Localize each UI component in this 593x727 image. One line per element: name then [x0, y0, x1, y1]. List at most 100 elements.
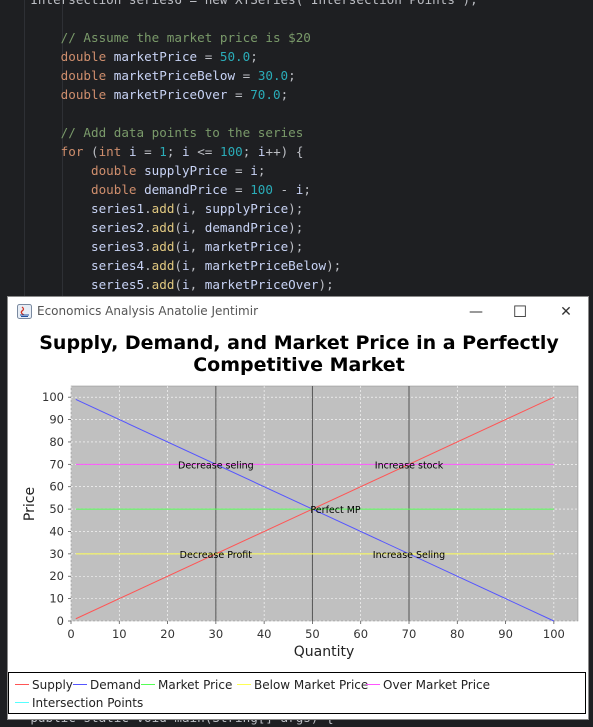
code-token: 30.0 — [257, 68, 289, 83]
code-token: series2 — [0, 220, 145, 235]
code-token: demandPrice — [204, 220, 289, 235]
code-token: i — [250, 163, 258, 178]
code-token: . — [144, 258, 152, 273]
y-axis-ticks: 0 10 20 30 40 50 60 70 80 90 100 — [42, 390, 71, 628]
legend-item: Market Price — [141, 677, 232, 693]
code-token: = — [227, 87, 251, 102]
code-token: i — [182, 258, 190, 273]
code-token: ; — [303, 182, 311, 197]
legend-label: Over Market Price — [383, 678, 491, 692]
code-token: ( — [174, 239, 182, 254]
window-titlebar[interactable]: Economics Analysis Anatolie Jentimir — ☐… — [8, 297, 588, 327]
x-tick-label: 60 — [353, 627, 368, 641]
legend-label: Market Price — [158, 678, 233, 692]
code-token: i — [128, 144, 137, 159]
code-token: // Assume the market price is $20 — [0, 30, 311, 45]
code-token: series5 — [0, 277, 145, 292]
x-tick-label: 10 — [112, 627, 127, 641]
code-token: , — [189, 258, 205, 273]
y-tick-label: 50 — [49, 502, 64, 516]
chart-window: Economics Analysis Anatolie Jentimir — ☐… — [7, 296, 589, 720]
chart-title-line1: Supply, Demand, and Market Price in a Pe… — [39, 332, 559, 354]
y-tick-label: 70 — [49, 457, 64, 471]
y-tick-label: 90 — [49, 413, 64, 427]
x-axis-ticks: 0 10 20 30 40 50 60 70 80 90 100 — [67, 621, 565, 641]
code-line: series2.add(i, demandPrice); — [0, 218, 303, 237]
code-line: Intersection series6 = new XYSeries("Int… — [0, 0, 477, 9]
code-token: double — [0, 87, 114, 102]
x-tick-label: 0 — [67, 627, 74, 641]
code-token: i — [257, 144, 266, 159]
code-token: . — [144, 239, 152, 254]
code-token: = — [227, 182, 251, 197]
code-token: add — [151, 239, 175, 254]
legend-item: Demand — [73, 677, 141, 693]
code-token: add — [151, 220, 175, 235]
code-token: int — [98, 144, 129, 159]
code-line: // Assume the market price is $20 — [0, 28, 311, 47]
code-token: ( — [174, 277, 182, 292]
code-token: ; — [257, 163, 266, 178]
legend-item: Below Market Price — [237, 677, 368, 693]
window-title: Economics Analysis Anatolie Jentimir — [37, 304, 259, 318]
code-token: marketPrice — [113, 49, 198, 64]
code-token: , — [189, 201, 205, 216]
series-lines — [75, 396, 555, 622]
code-token: , — [189, 220, 205, 235]
y-axis-label: Price — [22, 487, 38, 521]
legend-label: Intersection Points — [32, 696, 144, 710]
legend-swatch — [237, 684, 251, 685]
code-token: ( — [174, 220, 182, 235]
legend-swatch — [366, 684, 380, 685]
code-line: double marketPrice = 50.0; — [0, 47, 258, 66]
y-tick-label: 60 — [49, 480, 64, 494]
code-token: marketPriceBelow — [204, 258, 327, 273]
x-tick-label: 80 — [450, 627, 465, 641]
x-tick-label: 100 — [543, 627, 565, 641]
minimize-button[interactable]: — — [469, 304, 483, 320]
code-token: ); — [318, 277, 334, 292]
code-token: supplyPrice — [204, 201, 289, 216]
code-line: series5.add(i, marketPriceOver); — [0, 275, 334, 294]
code-token: series4 — [0, 258, 145, 273]
code-token: ( — [174, 201, 182, 216]
x-tick-label: 90 — [498, 627, 513, 641]
code-token: i — [182, 201, 190, 216]
chart-legend: Supply Demand Market Price Below Market Pri… — [8, 672, 586, 714]
code-token: supplyPrice — [144, 163, 228, 178]
legend-swatch — [15, 684, 29, 685]
code-token: marketPriceOver — [113, 87, 228, 102]
code-line: double demandPrice = 100 - i; — [0, 180, 311, 199]
chart-annotation: Increase Seling — [373, 550, 445, 561]
code-token: double — [0, 163, 145, 178]
code-line: // Add data points to the series — [0, 123, 304, 142]
code-token: Intersection series6 = new XYSeries("Int… — [0, 0, 477, 7]
series-line — [75, 398, 555, 622]
code-line: double supplyPrice = i; — [0, 161, 265, 180]
code-token: 100 — [250, 182, 273, 197]
code-token: . — [144, 277, 152, 292]
code-token: ( — [91, 144, 99, 159]
code-line: double marketPriceBelow = 30.0; — [0, 66, 296, 85]
x-tick-label: 70 — [402, 627, 417, 641]
code-token: ; — [288, 68, 296, 83]
code-token: ; — [242, 144, 258, 159]
code-token: . — [144, 220, 152, 235]
y-tick-label: 100 — [42, 390, 64, 404]
code-token: <= — [189, 144, 220, 159]
chart-title-line2: Competitive Market — [193, 354, 405, 376]
y-tick-label: 0 — [57, 614, 64, 628]
code-token: ; — [166, 144, 183, 159]
code-token: i — [182, 277, 190, 292]
code-token: marketPriceBelow — [113, 68, 236, 83]
code-token: marketPriceOver — [204, 277, 319, 292]
close-button[interactable]: ✕ — [560, 304, 572, 320]
code-token: ); — [288, 239, 304, 254]
x-tick-label: 40 — [257, 627, 272, 641]
chart-annotation: Decrease Profit — [180, 550, 253, 561]
code-token: , — [189, 239, 205, 254]
code-token: ; — [250, 49, 258, 64]
code-token: for — [0, 144, 91, 159]
maximize-button[interactable]: ☐ — [512, 302, 528, 321]
chart-annotation: Decrease seling — [178, 460, 254, 471]
